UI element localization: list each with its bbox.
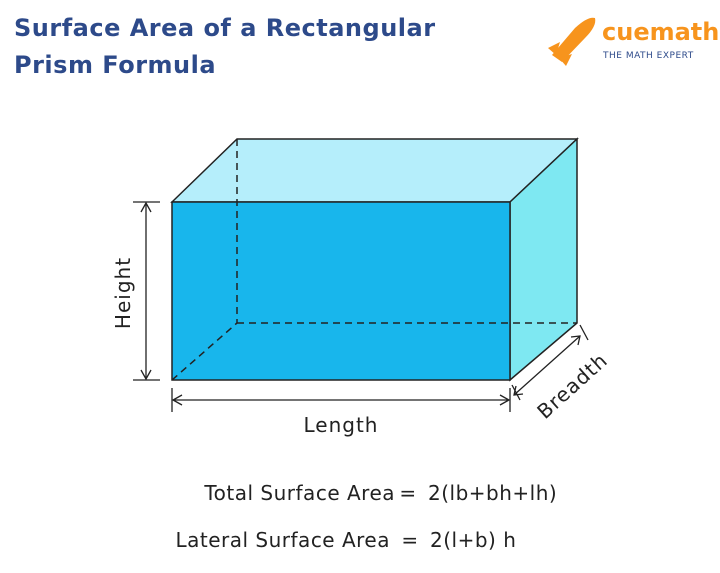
front-face — [171, 201, 511, 381]
prism — [170, 137, 579, 382]
breadth-label: Breadth — [532, 348, 612, 424]
title-line: Prism Formula — [14, 51, 216, 79]
hidden-edges — [171, 139, 577, 381]
formula-equals: = — [401, 528, 418, 552]
formula-expression: 2(lb+bh+lh) — [428, 481, 557, 505]
rocket — [552, 17, 596, 62]
height-label: Height — [111, 257, 135, 329]
logo-tagline: THE MATH EXPERT — [602, 51, 694, 61]
formula-name: Lateral Surface Area — [175, 528, 390, 552]
title-line: Surface Area of a Rectangular — [14, 14, 436, 42]
logo: cuemath THE MATH EXPERT — [548, 17, 719, 66]
formula-expression: 2(l+b) h — [430, 528, 516, 552]
dimension-arrows — [133, 201, 589, 412]
rocket-fin — [548, 42, 572, 66]
formula-name: Total Surface Area — [203, 481, 395, 505]
formula-equals: = — [399, 481, 416, 505]
logo-brand: cuemath — [602, 18, 719, 46]
top-face — [170, 138, 579, 203]
length-label: Length — [304, 413, 379, 437]
